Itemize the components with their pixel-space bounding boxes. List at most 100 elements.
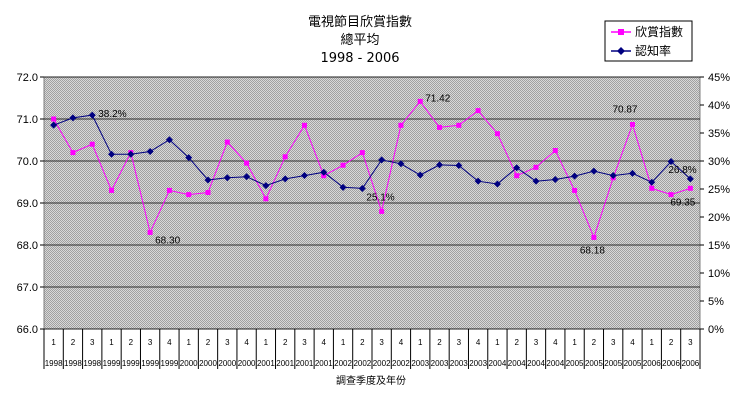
series-0-point: [147, 229, 153, 235]
x-tick-quarter: 1: [186, 338, 191, 347]
y-tick-label: 69.0: [17, 198, 38, 210]
series-1-point: [532, 177, 540, 185]
y-tick-label: 66.0: [17, 324, 38, 336]
x-tick-quarter: 1: [572, 338, 577, 347]
series-0-point: [514, 173, 520, 179]
series-0-point: [398, 122, 404, 128]
series-1-point: [551, 175, 559, 183]
x-tick-quarter: 3: [225, 338, 230, 347]
series-1-point: [513, 164, 521, 172]
x-tick-year: 2003: [431, 359, 449, 368]
x-tick-quarter: 4: [476, 338, 481, 347]
x-tick-quarter: 4: [167, 338, 172, 347]
series-1-point: [262, 182, 270, 190]
chart-title-line1: 電視節目欣賞指數: [308, 15, 412, 30]
series-0-point: [166, 187, 172, 193]
annotations: 38.2% 68.30 25.1% 71.42 68.18 70.87 26.8% 69.35: [98, 93, 697, 256]
x-tick-quarter: 3: [90, 338, 95, 347]
series-0-point: [51, 116, 57, 122]
series-1-point: [127, 150, 135, 158]
x-tick-year: 2002: [373, 359, 391, 368]
x-tick-year: 2001: [257, 359, 275, 368]
x-tick-quarter: 3: [302, 338, 307, 347]
series-1-point: [185, 154, 193, 162]
series-0-point: [629, 121, 635, 127]
x-tick-year: 1998: [64, 359, 82, 368]
y-tick-label: 70.0: [17, 156, 38, 168]
series-0-point: [572, 187, 578, 193]
x-tick-quarter: 1: [650, 338, 655, 347]
x-tick-year: 2006: [681, 359, 699, 368]
legend-marker-appreciation: [618, 29, 624, 35]
series-1-point: [108, 150, 116, 158]
x-tick-year: 2000: [180, 359, 198, 368]
x-tick-quarter: 3: [379, 338, 384, 347]
x-tick-year: 2004: [508, 359, 526, 368]
x-tick-quarter: 4: [399, 338, 404, 347]
series-0-point: [244, 160, 250, 166]
x-tick-year: 2000: [218, 359, 236, 368]
x-tick-quarter: 1: [51, 338, 56, 347]
series-0-point: [89, 141, 95, 147]
x-tick-year: 2002: [334, 359, 352, 368]
series-1-point: [474, 177, 482, 185]
chart-title-line2: 總平均: [340, 32, 379, 48]
x-tick-quarter: 2: [360, 338, 365, 347]
series-1-point: [455, 161, 463, 169]
series-1-point: [590, 167, 598, 175]
x-tick-year: 2005: [585, 359, 603, 368]
series-line-1: [53, 114, 691, 189]
series-1-point: [281, 175, 289, 183]
y2-tick-label: 45%: [708, 72, 730, 84]
x-tick-quarter: 3: [148, 338, 153, 347]
data-label: 70.87: [612, 104, 637, 115]
x-tick-year: 2006: [643, 359, 661, 368]
series-0-point: [359, 150, 365, 156]
series-0-point: [186, 192, 192, 198]
x-tick-year: 2003: [450, 359, 468, 368]
series-1-point: [50, 121, 58, 129]
legend: 欣賞指數 認知率: [604, 20, 693, 62]
x-tick-quarter: 4: [630, 338, 635, 347]
gridlines: [44, 76, 700, 330]
x-tick-quarter: 3: [611, 338, 616, 347]
x-tick-year: 2006: [662, 359, 680, 368]
y-tick-label: 68.0: [17, 240, 38, 252]
x-tick-year: 1998: [45, 359, 63, 368]
x-tick-year: 2001: [276, 359, 294, 368]
series-0-point: [340, 162, 346, 168]
series-1-point: [416, 171, 424, 179]
x-tick-year: 2000: [199, 359, 217, 368]
x-tick-year: 2004: [489, 359, 507, 368]
series-0-point: [417, 98, 423, 104]
series-0-point: [437, 124, 443, 130]
data-label: 25.1%: [366, 192, 394, 203]
x-tick-year: 2004: [527, 359, 545, 368]
data-label: 69.35: [670, 197, 695, 208]
x-tick-quarter: 2: [206, 338, 211, 347]
x-tick-quarter: 1: [495, 338, 500, 347]
chart-title-line3: 1998 - 2006: [320, 51, 399, 66]
series-1-point: [339, 183, 347, 191]
x-tick-quarter: 2: [669, 338, 674, 347]
x-tick-year: 1999: [141, 359, 159, 368]
series-0-point: [301, 122, 307, 128]
series-0-point: [263, 196, 269, 202]
series-1-point: [493, 180, 501, 188]
x-tick-year: 2005: [566, 359, 584, 368]
series-0-point: [687, 185, 693, 191]
x-tick-year: 2002: [392, 359, 410, 368]
series-1-point: [628, 169, 636, 177]
series-0-point: [668, 192, 674, 198]
data-label: 71.42: [425, 93, 450, 104]
y-tick-label: 72.0: [17, 72, 38, 84]
series-0-point: [475, 108, 481, 114]
series-0-point: [109, 187, 115, 193]
legend-marker-awareness: [617, 47, 625, 55]
legend-label-appreciation: 欣賞指數: [635, 24, 683, 39]
x-tick-quarter: 1: [109, 338, 114, 347]
x-tick-quarter: 3: [534, 338, 539, 347]
x-tick-year: 1999: [122, 359, 140, 368]
series-0-point: [205, 190, 211, 195]
